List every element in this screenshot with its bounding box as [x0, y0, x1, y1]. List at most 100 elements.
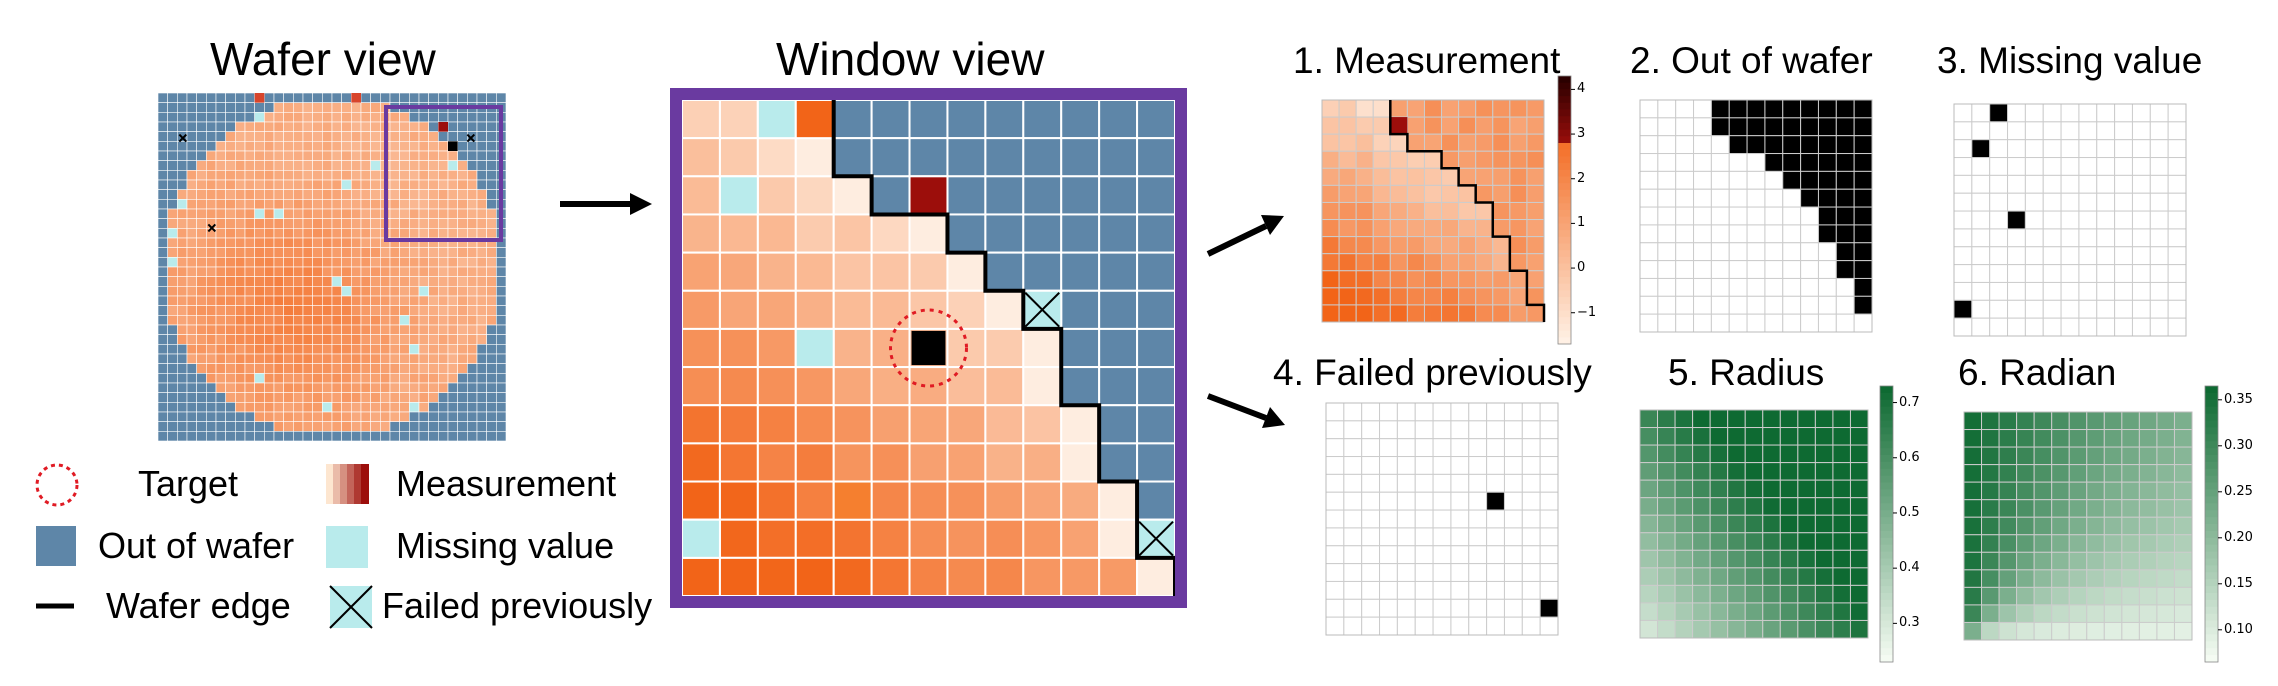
out-of-wafer-cell [1853, 206, 1873, 226]
wafer-cell [322, 411, 333, 422]
wafer-cell [399, 218, 410, 229]
missing-value-cell [2167, 246, 2187, 266]
wafer-cell [177, 247, 188, 258]
wafer-cell [331, 276, 342, 287]
radian-colorbar [2205, 524, 2218, 532]
wafer-cell [235, 247, 246, 258]
radian-cell [2103, 604, 2123, 623]
wafer-cell [302, 208, 313, 219]
wafer-cell [380, 305, 391, 316]
measurement-colorbar [1558, 163, 1571, 171]
wafer-cell [438, 131, 449, 142]
wafer-cell [186, 228, 197, 239]
failed-previously-cell [1343, 473, 1363, 493]
wafer-cell [370, 208, 381, 219]
window-frame [384, 105, 503, 242]
wafer-cell [157, 344, 168, 355]
wafer-cell [186, 92, 197, 103]
window-cell [1060, 327, 1101, 369]
wafer-cell [186, 411, 197, 422]
wafer-cell [370, 121, 381, 132]
radian-cell [2173, 481, 2193, 501]
wafer-cell [399, 160, 410, 171]
measurement-cell [1475, 219, 1494, 238]
radian-cell [2103, 411, 2123, 431]
out-of-wafer-cell [1782, 188, 1802, 208]
measurement-cell [1372, 99, 1391, 118]
panel-title-radian: 6. Radian [1958, 352, 2117, 393]
missing-value-cell [2167, 264, 2187, 283]
window-cell [832, 442, 873, 483]
window-cell [681, 175, 721, 216]
missing-value-cell [2096, 192, 2116, 212]
wafer-cell [331, 334, 342, 345]
wafer-cell [293, 247, 304, 258]
window-cell [946, 289, 987, 330]
window-cell [1136, 404, 1176, 445]
wafer-cell [351, 237, 362, 248]
window-cell [908, 137, 949, 178]
measurement-cell [1423, 133, 1443, 152]
measurement-cell [1458, 201, 1477, 221]
out-of-wafer-cell [1693, 99, 1712, 119]
wafer-cell [215, 421, 226, 432]
out-of-wafer-cell [1853, 188, 1873, 208]
out-of-wafer-cell [1728, 99, 1748, 119]
wafer-cell [254, 421, 265, 432]
wafer-cell [215, 237, 226, 248]
wafer-cell [447, 218, 458, 229]
failed-previously-cell [1396, 598, 1416, 618]
wafer-cell [341, 237, 352, 248]
wafer-cell [380, 266, 391, 277]
out-of-wafer-cell [1675, 260, 1695, 279]
wafer-cell [254, 112, 265, 123]
missing-value-cell [2149, 192, 2169, 212]
wafer-cell [177, 170, 188, 181]
wafer-cell [283, 179, 294, 190]
wafer-cell [496, 92, 507, 103]
wafer-cell [196, 160, 207, 171]
out-of-wafer-cell [1746, 313, 1766, 333]
window-cell [946, 137, 987, 178]
radius-cell [1639, 514, 1659, 534]
missing-value-cell [2149, 121, 2169, 141]
wafer-cell [351, 295, 362, 306]
radius-cell [1657, 514, 1676, 534]
wafer-cell [322, 199, 333, 210]
measurement-cell [1389, 270, 1408, 289]
out-of-wafer-cell [1835, 153, 1855, 172]
radius-colorbar [1880, 572, 1893, 580]
radius-cell [1709, 514, 1729, 534]
wafer-cell [380, 411, 391, 422]
measurement-cell [1441, 304, 1460, 323]
wafer-cell [438, 315, 449, 326]
measurement-cell [1526, 219, 1545, 238]
measurement-cell [1509, 116, 1528, 135]
wafer-cell [496, 431, 507, 442]
window-cell [870, 99, 911, 140]
window-cell [984, 175, 1025, 216]
wafer-cell [293, 131, 304, 142]
measurement-cell [1423, 184, 1443, 203]
radius-colorbar [1880, 579, 1893, 587]
wafer-cell [273, 421, 284, 432]
wafer-cell [186, 160, 197, 171]
wafer-cell [244, 131, 255, 142]
wafer-cell [186, 131, 197, 142]
window-cell [1098, 175, 1139, 216]
wafer-cell [283, 199, 294, 210]
window-cell [756, 327, 797, 369]
wafer-cell [167, 334, 178, 345]
wafer-cell [157, 315, 168, 326]
radian-cell [2051, 604, 2070, 623]
wafer-cell [389, 431, 400, 442]
out-of-wafer-cell [1657, 260, 1677, 279]
failed-previously-cell [1414, 545, 1434, 565]
wafer-cell [196, 382, 207, 393]
measurement-cell [1526, 99, 1545, 118]
radian-cell [2016, 516, 2035, 536]
wafer-cell [331, 208, 342, 219]
wafer-cell [167, 295, 178, 306]
failed-previously-cell [1379, 616, 1398, 636]
radian-cell [2103, 569, 2123, 588]
